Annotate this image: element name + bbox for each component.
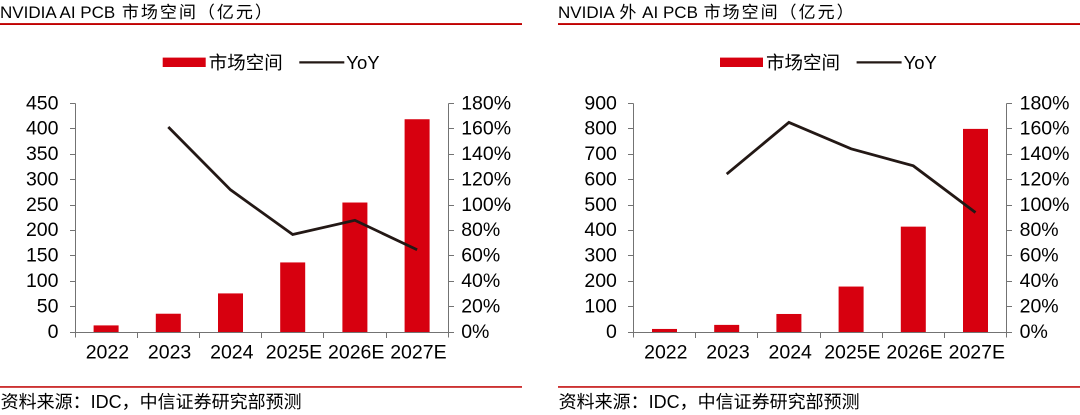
- svg-text:80%: 80%: [461, 219, 500, 241]
- svg-text:100: 100: [26, 270, 59, 292]
- svg-text:2026E: 2026E: [886, 342, 942, 364]
- svg-text:2025E: 2025E: [266, 342, 322, 364]
- svg-text:NVIDIA: NVIDIA: [558, 3, 618, 22]
- svg-text:NVIDIA AI PCB: NVIDIA AI PCB: [0, 3, 120, 22]
- svg-text:140%: 140%: [461, 143, 511, 165]
- svg-text:700: 700: [584, 143, 617, 165]
- svg-text:180%: 180%: [1020, 92, 1070, 114]
- svg-text:2025E: 2025E: [824, 342, 880, 364]
- svg-text:2022: 2022: [86, 342, 129, 364]
- svg-text:0%: 0%: [1020, 321, 1048, 343]
- svg-text:180%: 180%: [461, 92, 511, 114]
- svg-text:60%: 60%: [1020, 245, 1059, 267]
- svg-text:2027E: 2027E: [949, 342, 1005, 364]
- svg-text:160%: 160%: [1020, 118, 1070, 140]
- svg-text:500: 500: [584, 194, 617, 216]
- svg-text:IDC: IDC: [649, 392, 680, 412]
- svg-text:80%: 80%: [1020, 219, 1059, 241]
- svg-text:450: 450: [26, 92, 59, 114]
- svg-text:100%: 100%: [1020, 194, 1070, 216]
- svg-text:40%: 40%: [461, 270, 500, 292]
- svg-text:0: 0: [606, 321, 617, 343]
- svg-text:IDC: IDC: [91, 392, 122, 412]
- svg-text:150: 150: [26, 245, 59, 267]
- svg-text:100: 100: [584, 295, 617, 317]
- svg-text:200: 200: [26, 219, 59, 241]
- svg-text:0%: 0%: [461, 321, 489, 343]
- svg-text:20%: 20%: [1020, 295, 1059, 317]
- svg-text:YoY: YoY: [346, 52, 379, 73]
- svg-text:2023: 2023: [706, 342, 749, 364]
- svg-text:350: 350: [26, 143, 59, 165]
- svg-text:140%: 140%: [1020, 143, 1070, 165]
- svg-text:2026E: 2026E: [328, 342, 384, 364]
- svg-text:2027E: 2027E: [390, 342, 446, 364]
- svg-text:120%: 120%: [461, 169, 511, 191]
- svg-text:100%: 100%: [461, 194, 511, 216]
- svg-text:0: 0: [48, 321, 59, 343]
- svg-text:800: 800: [584, 118, 617, 140]
- svg-text:60%: 60%: [461, 245, 500, 267]
- svg-text:2024: 2024: [210, 342, 254, 364]
- svg-text:300: 300: [26, 169, 59, 191]
- svg-text:40%: 40%: [1020, 270, 1059, 292]
- svg-text:2023: 2023: [148, 342, 191, 364]
- svg-text:250: 250: [26, 194, 59, 216]
- svg-text:900: 900: [584, 92, 617, 114]
- svg-text:400: 400: [26, 118, 59, 140]
- svg-text:50: 50: [37, 295, 59, 317]
- svg-text:120%: 120%: [1020, 169, 1070, 191]
- svg-text:400: 400: [584, 219, 617, 241]
- svg-text:160%: 160%: [461, 118, 511, 140]
- svg-text:AI PCB: AI PCB: [638, 3, 702, 22]
- svg-text:YoY: YoY: [904, 52, 937, 73]
- svg-text:200: 200: [584, 270, 617, 292]
- svg-text:2022: 2022: [644, 342, 687, 364]
- svg-text:600: 600: [584, 169, 617, 191]
- svg-text:20%: 20%: [461, 295, 500, 317]
- svg-text:300: 300: [584, 245, 617, 267]
- svg-text:2024: 2024: [769, 342, 813, 364]
